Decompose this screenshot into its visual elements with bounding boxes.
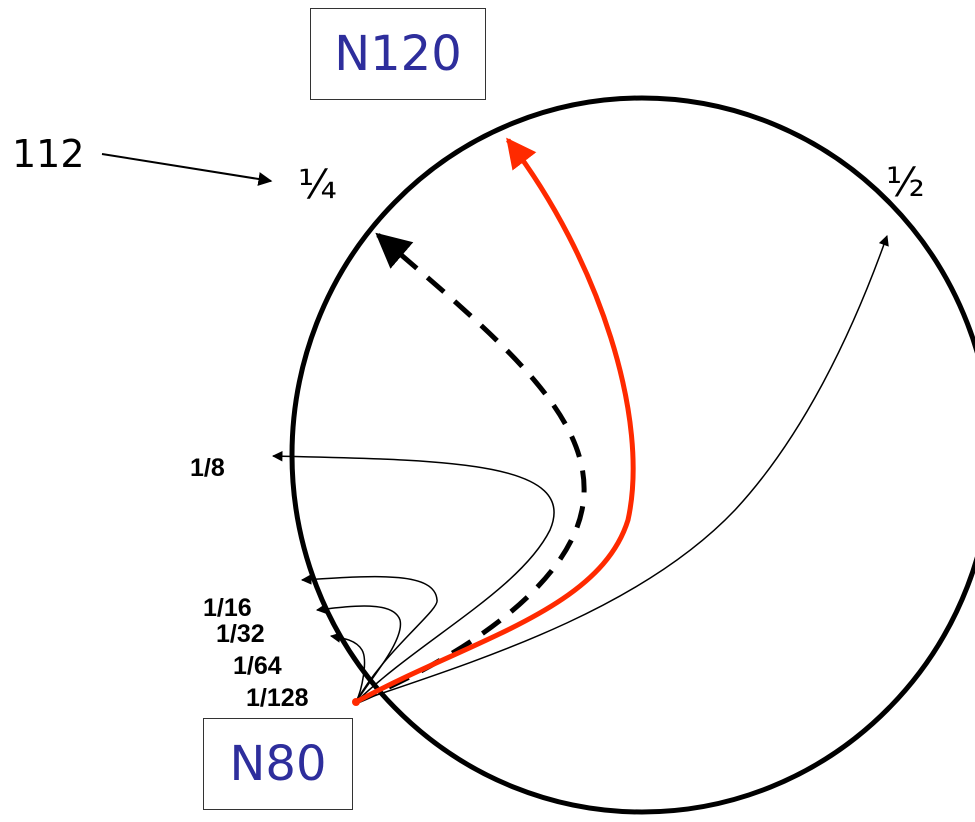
pointer-arrow (101, 153, 273, 186)
node-n120-box: N120 (310, 8, 486, 100)
node-n80-box: N80 (203, 718, 353, 810)
label-half: ½ (886, 160, 925, 206)
ring-circle (289, 95, 975, 815)
node-n120-label: N120 (334, 26, 462, 82)
node-n80-label: N80 (229, 736, 327, 792)
finger-arrow-sixty-fourth (329, 632, 366, 703)
finger-arrow-eighth (271, 450, 555, 703)
pointer-label: 112 (12, 132, 85, 176)
label-one-twenty-eighth: 1/128 (246, 684, 309, 712)
n80-position-dot (352, 698, 360, 706)
finger-arrow-thirty-second (315, 603, 402, 703)
finger-arrow-sixteenth (300, 574, 438, 703)
highlighted-lookup-arrow (354, 137, 636, 705)
label-sixteenth: 1/16 (203, 594, 252, 622)
label-thirty-second: 1/32 (216, 620, 265, 648)
label-quarter: ¼ (298, 162, 337, 208)
dashed-lookup-arrow (355, 232, 587, 705)
label-sixty-fourth: 1/64 (233, 652, 282, 680)
label-eighth: 1/8 (190, 454, 225, 482)
finger-arrow-half (355, 235, 889, 703)
